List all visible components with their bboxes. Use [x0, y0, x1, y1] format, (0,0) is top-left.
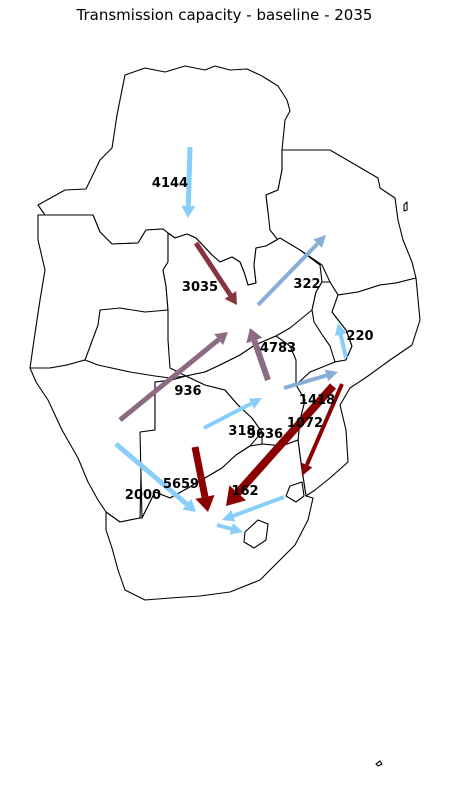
flow-capacity-label: 936 [174, 384, 201, 399]
flow-arrow-head [334, 323, 347, 337]
flow-capacity-label: 1072 [287, 416, 323, 431]
flow-arrow-head [229, 523, 243, 535]
flow-capacity-label: 9636 [247, 427, 283, 442]
flow-arrow-head [222, 510, 236, 522]
flow-arrow-head [313, 235, 326, 248]
country-boundaries [29, 65, 421, 767]
flow-arrow-shaft [118, 337, 221, 422]
flow-arrow-shaft [232, 495, 285, 518]
flow-arrow-shaft [185, 146, 193, 207]
flow-arrow-shaft [251, 339, 271, 381]
flow-capacity-label: 4783 [260, 341, 296, 356]
map-title: Transmission capacity - baseline - 2035 [76, 6, 373, 24]
flow-capacity-label: 4144 [152, 176, 188, 191]
island-outline [375, 760, 383, 767]
flow-arrow-shaft [283, 373, 328, 390]
flow-arrow-shaft [256, 242, 320, 307]
flow-capacity-label: 322 [293, 277, 320, 292]
flow-arrow-head [224, 291, 237, 305]
country-lesotho [243, 519, 269, 549]
flow-arrow-head [214, 332, 228, 346]
island-zanzibar [403, 201, 408, 212]
flow-arrow-head [301, 462, 313, 476]
flow-arrow-shaft [114, 442, 189, 507]
country-angola [29, 214, 169, 369]
country-eswatini [285, 481, 305, 503]
flow-capacity-label: 1418 [299, 393, 335, 408]
flow-arrow-shaft [338, 334, 348, 359]
flow-arrow-head [324, 369, 338, 382]
flow-capacity-label: 318 [228, 424, 255, 439]
flow-arrow-shaft [203, 401, 253, 430]
flow-arrow-head [246, 328, 263, 344]
flow-capacity-label: 2000 [125, 488, 161, 503]
flow-arrow-shaft [304, 383, 344, 466]
flow-capacity-label: 162 [231, 484, 258, 499]
flow-arrow-head [195, 494, 215, 512]
flow-capacity-label: 220 [346, 329, 373, 344]
country-mozambique [295, 277, 421, 497]
flow-arrow-shaft [193, 241, 233, 297]
flow-arrow-head [248, 398, 262, 409]
flow-capacity-label: 5659 [163, 477, 199, 492]
flow-arrow-shaft [191, 446, 209, 498]
flow-layer [114, 146, 348, 535]
flow-arrow-shaft [234, 383, 336, 496]
flow-arrow-head [181, 205, 196, 218]
flow-capacity-label: 3035 [182, 280, 218, 295]
flow-arrow-head [226, 485, 247, 506]
flow-arrow-head [182, 498, 196, 512]
flow-arrow-shaft [216, 523, 232, 531]
